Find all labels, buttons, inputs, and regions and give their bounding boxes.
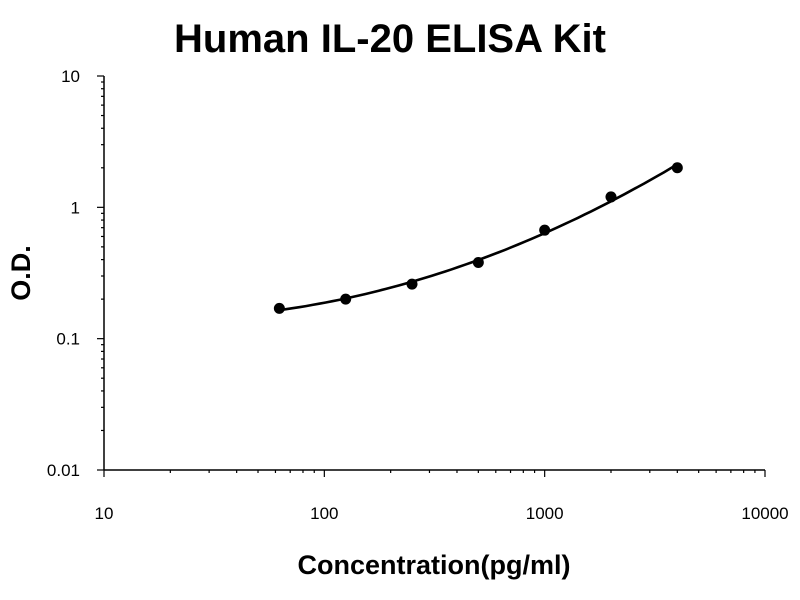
data-point bbox=[406, 278, 418, 290]
data-points bbox=[273, 162, 683, 314]
data-point bbox=[273, 302, 285, 314]
y-tick-label: 1 bbox=[71, 198, 80, 217]
fit-curve-group bbox=[279, 163, 678, 312]
x-tick-label: 1000 bbox=[526, 504, 564, 523]
data-point bbox=[605, 191, 617, 203]
tick-labels: 0.01 0.1 1 10 10 100 1000 10000 bbox=[47, 67, 789, 523]
x-tick-label: 100 bbox=[310, 504, 338, 523]
data-point bbox=[671, 162, 683, 174]
x-tick-label: 10 bbox=[95, 504, 114, 523]
x-axis-title: Concentration(pg/ml) bbox=[298, 550, 571, 580]
y-axis-title: O.D. bbox=[6, 245, 36, 301]
y-tick-label: 10 bbox=[61, 67, 80, 86]
y-tick-label: 0.01 bbox=[47, 461, 80, 480]
x-tick-label: 10000 bbox=[741, 504, 788, 523]
y-tick-label: 0.1 bbox=[56, 330, 80, 349]
chart-title: Human IL-20 ELISA Kit bbox=[174, 17, 606, 61]
data-point bbox=[472, 257, 484, 269]
data-point bbox=[539, 224, 551, 236]
axes bbox=[97, 75, 766, 477]
data-point bbox=[340, 293, 352, 305]
fit-curve bbox=[279, 163, 678, 312]
